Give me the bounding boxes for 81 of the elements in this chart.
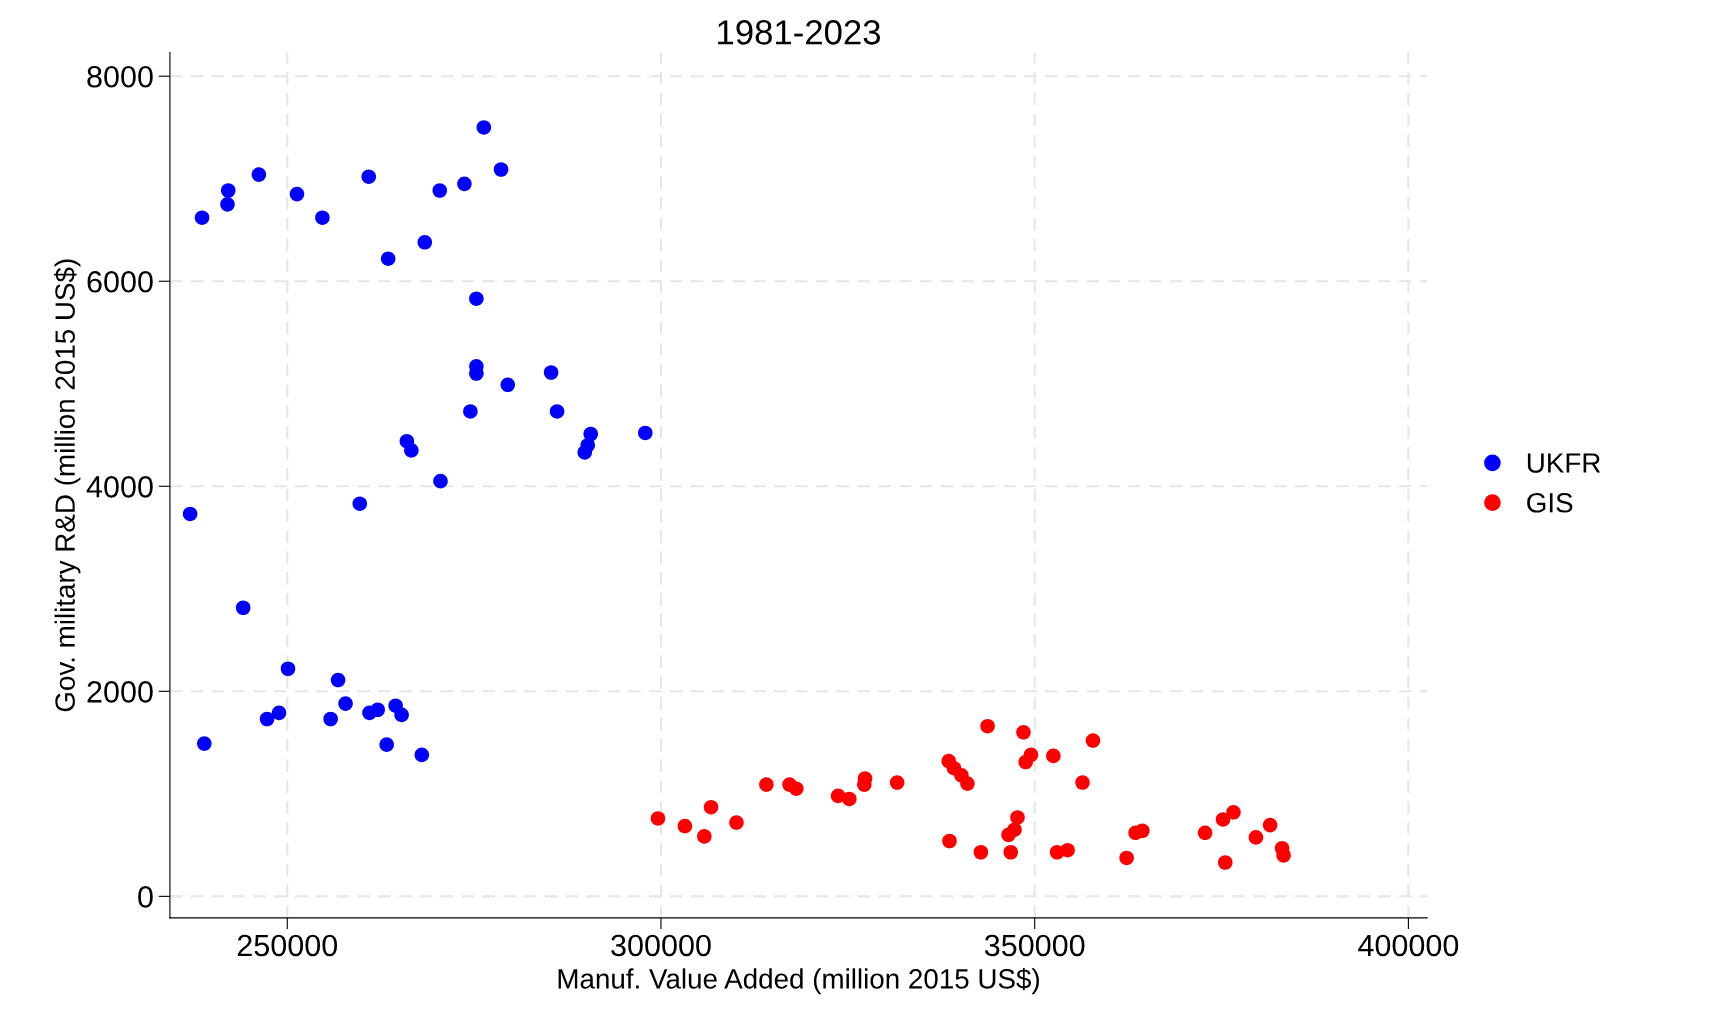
point — [220, 183, 236, 198]
point — [1085, 733, 1101, 748]
point — [960, 776, 975, 791]
point — [197, 736, 212, 751]
point — [251, 167, 267, 182]
point — [433, 473, 448, 489]
point — [729, 815, 744, 830]
point — [476, 120, 492, 135]
point — [463, 404, 478, 419]
y-tick-label: 8000 — [87, 65, 153, 88]
point — [1218, 855, 1233, 870]
point — [182, 506, 198, 522]
point — [493, 162, 509, 177]
point — [220, 197, 235, 212]
point — [338, 696, 353, 711]
point — [352, 496, 368, 511]
point — [1016, 725, 1031, 740]
point — [1215, 812, 1231, 827]
point — [1010, 810, 1025, 825]
point — [280, 661, 296, 677]
point — [650, 811, 666, 826]
point — [889, 775, 905, 790]
point — [677, 818, 693, 834]
y-tick-label: 2000 — [87, 681, 153, 703]
point — [370, 702, 385, 718]
point — [973, 844, 989, 860]
point — [414, 747, 430, 763]
point — [500, 377, 516, 393]
point — [759, 777, 774, 792]
point — [1075, 775, 1090, 790]
point — [1262, 817, 1278, 833]
point — [942, 833, 957, 849]
x-tick-label: 350000 — [984, 934, 1085, 957]
point — [1197, 825, 1213, 841]
point — [289, 186, 305, 202]
legend-label: GIS — [1527, 492, 1573, 513]
point — [259, 711, 275, 727]
x-tick-label: 300000 — [611, 934, 711, 957]
x-tick-label: 250000 — [237, 934, 338, 957]
point — [469, 291, 484, 306]
point — [404, 443, 419, 458]
point — [394, 707, 409, 723]
y-tick-label: 0 — [138, 886, 153, 908]
point — [638, 425, 653, 441]
point — [380, 251, 396, 266]
point — [549, 404, 565, 419]
point — [194, 210, 210, 225]
point — [1007, 822, 1022, 837]
point — [315, 210, 330, 225]
chart-title: 1981-2023 — [718, 20, 881, 45]
point — [697, 829, 712, 844]
point — [235, 600, 251, 616]
point — [1226, 805, 1241, 820]
point — [432, 183, 448, 198]
x-tick-label: 400000 — [1358, 934, 1459, 957]
point — [417, 235, 433, 250]
legend-label: UKFR — [1527, 453, 1601, 473]
point — [1060, 842, 1075, 858]
point — [1119, 850, 1134, 866]
point — [788, 781, 804, 796]
point — [703, 799, 719, 815]
point — [379, 737, 394, 752]
point — [1003, 844, 1019, 860]
point — [457, 176, 472, 192]
x-axis-title: Manuf. Value Added (million 2015 US$) — [558, 967, 1039, 995]
point — [583, 426, 599, 442]
point — [1135, 823, 1150, 839]
y-axis-title: Gov. military R&D (million 2015 US$) — [54, 259, 81, 712]
point — [1248, 830, 1264, 845]
point — [361, 169, 377, 184]
point — [1023, 747, 1039, 763]
point — [323, 711, 338, 727]
point — [1276, 848, 1291, 863]
y-tick-label: 6000 — [87, 270, 153, 293]
point — [330, 672, 346, 688]
point — [980, 718, 995, 734]
point — [842, 791, 857, 807]
point — [271, 705, 287, 721]
point — [1046, 748, 1061, 764]
point — [543, 365, 559, 380]
y-tick-label: 4000 — [86, 476, 153, 498]
